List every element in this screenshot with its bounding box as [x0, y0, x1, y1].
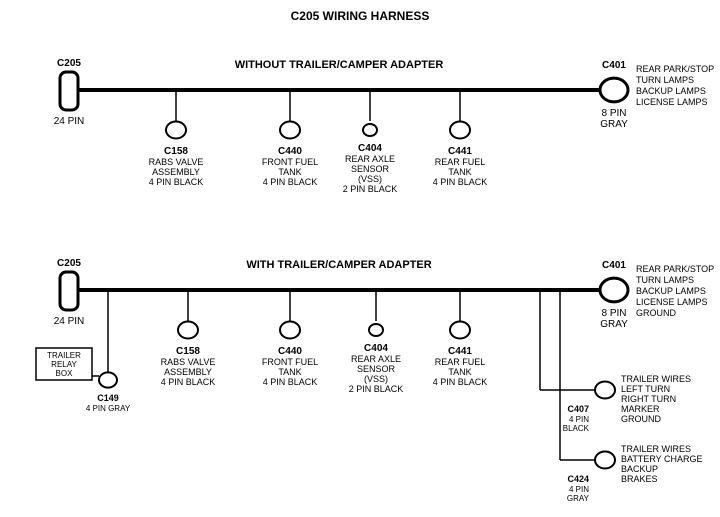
drop-code: C404: [364, 343, 388, 354]
connector-pins: 24 PIN: [54, 116, 85, 127]
drop-desc: 4 PIN BLACK: [433, 377, 488, 387]
connector-desc: BACKUP LAMPS: [636, 86, 706, 96]
connector-desc: BACKUP: [621, 464, 658, 474]
drop-desc: 2 PIN BLACK: [349, 384, 404, 394]
drop-code: C424: [567, 474, 589, 484]
drop-desc: SENSOR: [357, 364, 396, 374]
section-heading: WITH TRAILER/CAMPER ADAPTER: [246, 259, 431, 271]
connector-desc: REAR PARK/STOP: [636, 264, 714, 274]
drop-desc: 4 PIN BLACK: [433, 177, 488, 187]
wiring-diagram: C205 WIRING HARNESS WITHOUT TRAILER/CAMPE…: [0, 0, 720, 517]
drop-desc: REAR AXLE: [345, 154, 395, 164]
connector-desc: LICENSE LAMPS: [636, 97, 708, 107]
drop-desc: 2 PIN BLACK: [343, 184, 398, 194]
connector-pins: GRAY: [600, 119, 628, 130]
connector-desc: GROUND: [636, 308, 676, 318]
drop-desc: (VSS): [364, 374, 388, 384]
drop-code: C158: [164, 146, 188, 157]
drop-code: C441: [448, 346, 472, 357]
relay-box-label: RELAY: [51, 360, 77, 369]
connector-desc: TURN LAMPS: [636, 75, 694, 85]
drop-desc: REAR AXLE: [351, 354, 401, 364]
connector-desc: MARKER: [621, 404, 660, 414]
drop-desc: RABS VALVE: [149, 157, 204, 167]
drop-desc: FRONT FUEL: [262, 157, 318, 167]
diagram-title: C205 WIRING HARNESS: [291, 9, 430, 23]
connector-desc: BACKUP LAMPS: [636, 286, 706, 296]
drop-desc: FRONT FUEL: [262, 357, 318, 367]
drop-desc: 4 PIN BLACK: [161, 377, 216, 387]
drop-desc: TANK: [448, 367, 471, 377]
relay-box-label: BOX: [56, 369, 74, 378]
connector-desc: LEFT TURN: [621, 384, 670, 394]
section-heading: WITHOUT TRAILER/CAMPER ADAPTER: [235, 59, 444, 71]
drop-desc: BLACK: [563, 424, 590, 433]
drop-desc: 4 PIN BLACK: [263, 377, 318, 387]
connector-desc: TRAILER WIRES: [621, 374, 691, 384]
drop-code: C404: [358, 143, 382, 154]
connector-desc: RIGHT TURN: [621, 394, 676, 404]
connector-desc: TURN LAMPS: [636, 275, 694, 285]
connector-desc: LICENSE LAMPS: [636, 297, 708, 307]
connector-desc: GROUND: [621, 414, 661, 424]
drop-desc: 4 PIN BLACK: [263, 177, 318, 187]
drop-desc: ASSEMBLY: [152, 167, 200, 177]
connector-desc: TRAILER WIRES: [621, 444, 691, 454]
connector-pins: GRAY: [600, 319, 628, 330]
drop-desc: TANK: [448, 167, 471, 177]
drop-code: C441: [448, 146, 472, 157]
relay-box-label: TRAILER: [47, 351, 81, 360]
drop-desc: REAR FUEL: [435, 157, 486, 167]
connector-pins: 8 PIN: [601, 108, 626, 119]
drop-desc: ASSEMBLY: [164, 367, 212, 377]
connector-desc: BRAKES: [621, 474, 658, 484]
connector-pins: 24 PIN: [54, 316, 85, 327]
drop-desc: REAR FUEL: [435, 357, 486, 367]
drop-desc: 4 PIN: [569, 415, 589, 424]
drop-code: C440: [278, 346, 302, 357]
drop-desc: TANK: [278, 367, 301, 377]
connector-label: C205: [57, 258, 81, 269]
connector-desc: BATTERY CHARGE: [621, 454, 703, 464]
drop-desc: (VSS): [358, 174, 382, 184]
drop-code: C440: [278, 146, 302, 157]
drop-desc: SENSOR: [351, 164, 390, 174]
connector-pins: 8 PIN: [601, 308, 626, 319]
connector-label: C205: [57, 58, 81, 69]
drop-desc: 4 PIN: [569, 485, 589, 494]
drop-desc: 4 PIN BLACK: [149, 177, 204, 187]
drop-code: C407: [567, 404, 589, 414]
drop-code: C149: [97, 393, 119, 403]
drop-desc: RABS VALVE: [161, 357, 216, 367]
drop-desc: GRAY: [567, 494, 590, 503]
drop-desc: TANK: [278, 167, 301, 177]
drop-code: C158: [176, 346, 200, 357]
connector-label: C401: [602, 60, 626, 71]
connector-desc: REAR PARK/STOP: [636, 64, 714, 74]
drop-desc: 4 PIN GRAY: [86, 404, 131, 413]
connector-label: C401: [602, 260, 626, 271]
